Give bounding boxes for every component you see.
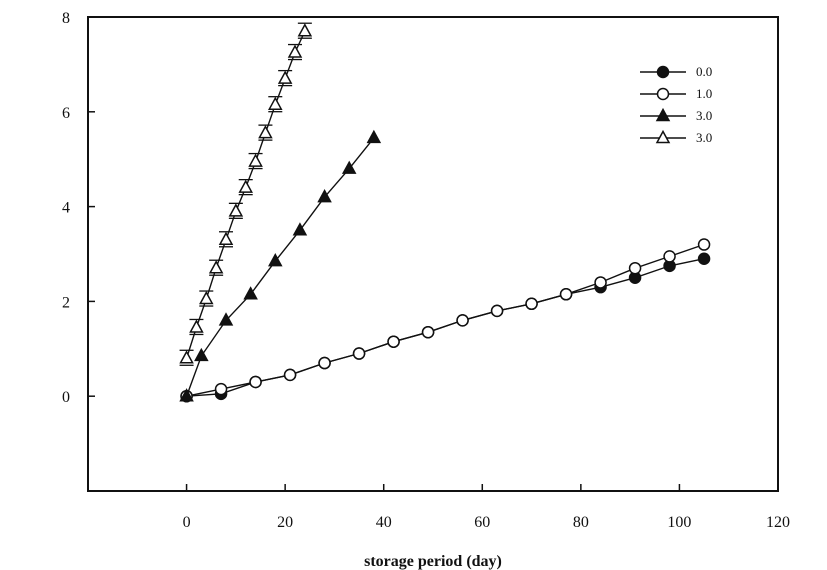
x-axis: 0 20 40 60 80 100 120 [183,484,790,531]
data-point [366,129,382,144]
data-point [283,368,297,382]
series-4 [179,22,313,366]
series-line [186,258,705,397]
data-point [179,388,194,402]
data-point [287,44,303,58]
y-axis: 0 2 4 6 8 [62,10,95,406]
data-point [318,356,331,370]
data-point [277,70,293,84]
series-2 [180,238,711,403]
data-point [292,222,308,236]
data-point [594,276,607,289]
series-line [186,243,705,397]
data-point [628,261,642,275]
series-layer [179,22,711,403]
y-tick-label: 2 [62,294,70,311]
data-point [559,288,573,301]
data-point [228,203,244,217]
legend-label: 1.0 [696,86,712,101]
x-tick-label: 100 [667,514,691,531]
data-point [243,286,258,300]
data-point [194,347,209,362]
data-point [421,325,435,339]
legend-label: 3.0 [696,130,712,145]
plot-frame [87,16,779,492]
data-point [317,189,332,203]
y-tick-label: 8 [62,10,70,27]
legend: 0.0 1.0 3.0 3.0 [640,64,712,145]
x-tick-label: 60 [474,514,490,531]
data-point [525,297,538,311]
legend-label: 0.0 [696,64,712,79]
data-point [456,314,469,327]
legend-label: 3.0 [696,108,712,123]
data-point [656,65,670,79]
data-point [218,312,234,326]
data-point [697,238,711,251]
data-point [238,179,253,193]
y-tick-label: 4 [62,200,70,217]
data-point [258,125,273,139]
data-point [189,319,204,333]
data-point [248,153,263,167]
data-point [341,160,357,174]
x-axis-title: storage period (day) [364,553,502,570]
data-point [663,250,676,263]
data-point [297,23,313,37]
data-point [249,375,262,389]
y-tick-label: 0 [62,389,70,406]
data-point [655,129,671,144]
x-tick-label: 0 [183,514,191,531]
data-point [208,260,224,274]
data-point [697,252,711,265]
data-point [199,290,214,305]
data-point [268,96,283,110]
data-point [218,231,234,246]
legend-entry: 3.0 [640,107,712,123]
legend-entry: 0.0 [640,64,712,79]
legend-entry: 1.0 [640,86,712,101]
series-3 [179,129,382,402]
data-point [179,350,194,364]
data-point [387,335,400,348]
y-tick-label: 6 [62,105,70,122]
x-tick-label: 120 [766,514,790,531]
data-point [352,347,366,360]
data-point [268,253,283,267]
data-point [656,87,670,101]
x-tick-label: 80 [573,514,589,531]
data-point [214,382,228,396]
x-tick-label: 40 [376,514,392,531]
data-point [490,304,504,318]
x-tick-label: 20 [277,514,293,531]
legend-entry: 3.0 [640,129,712,145]
data-point [655,107,671,122]
